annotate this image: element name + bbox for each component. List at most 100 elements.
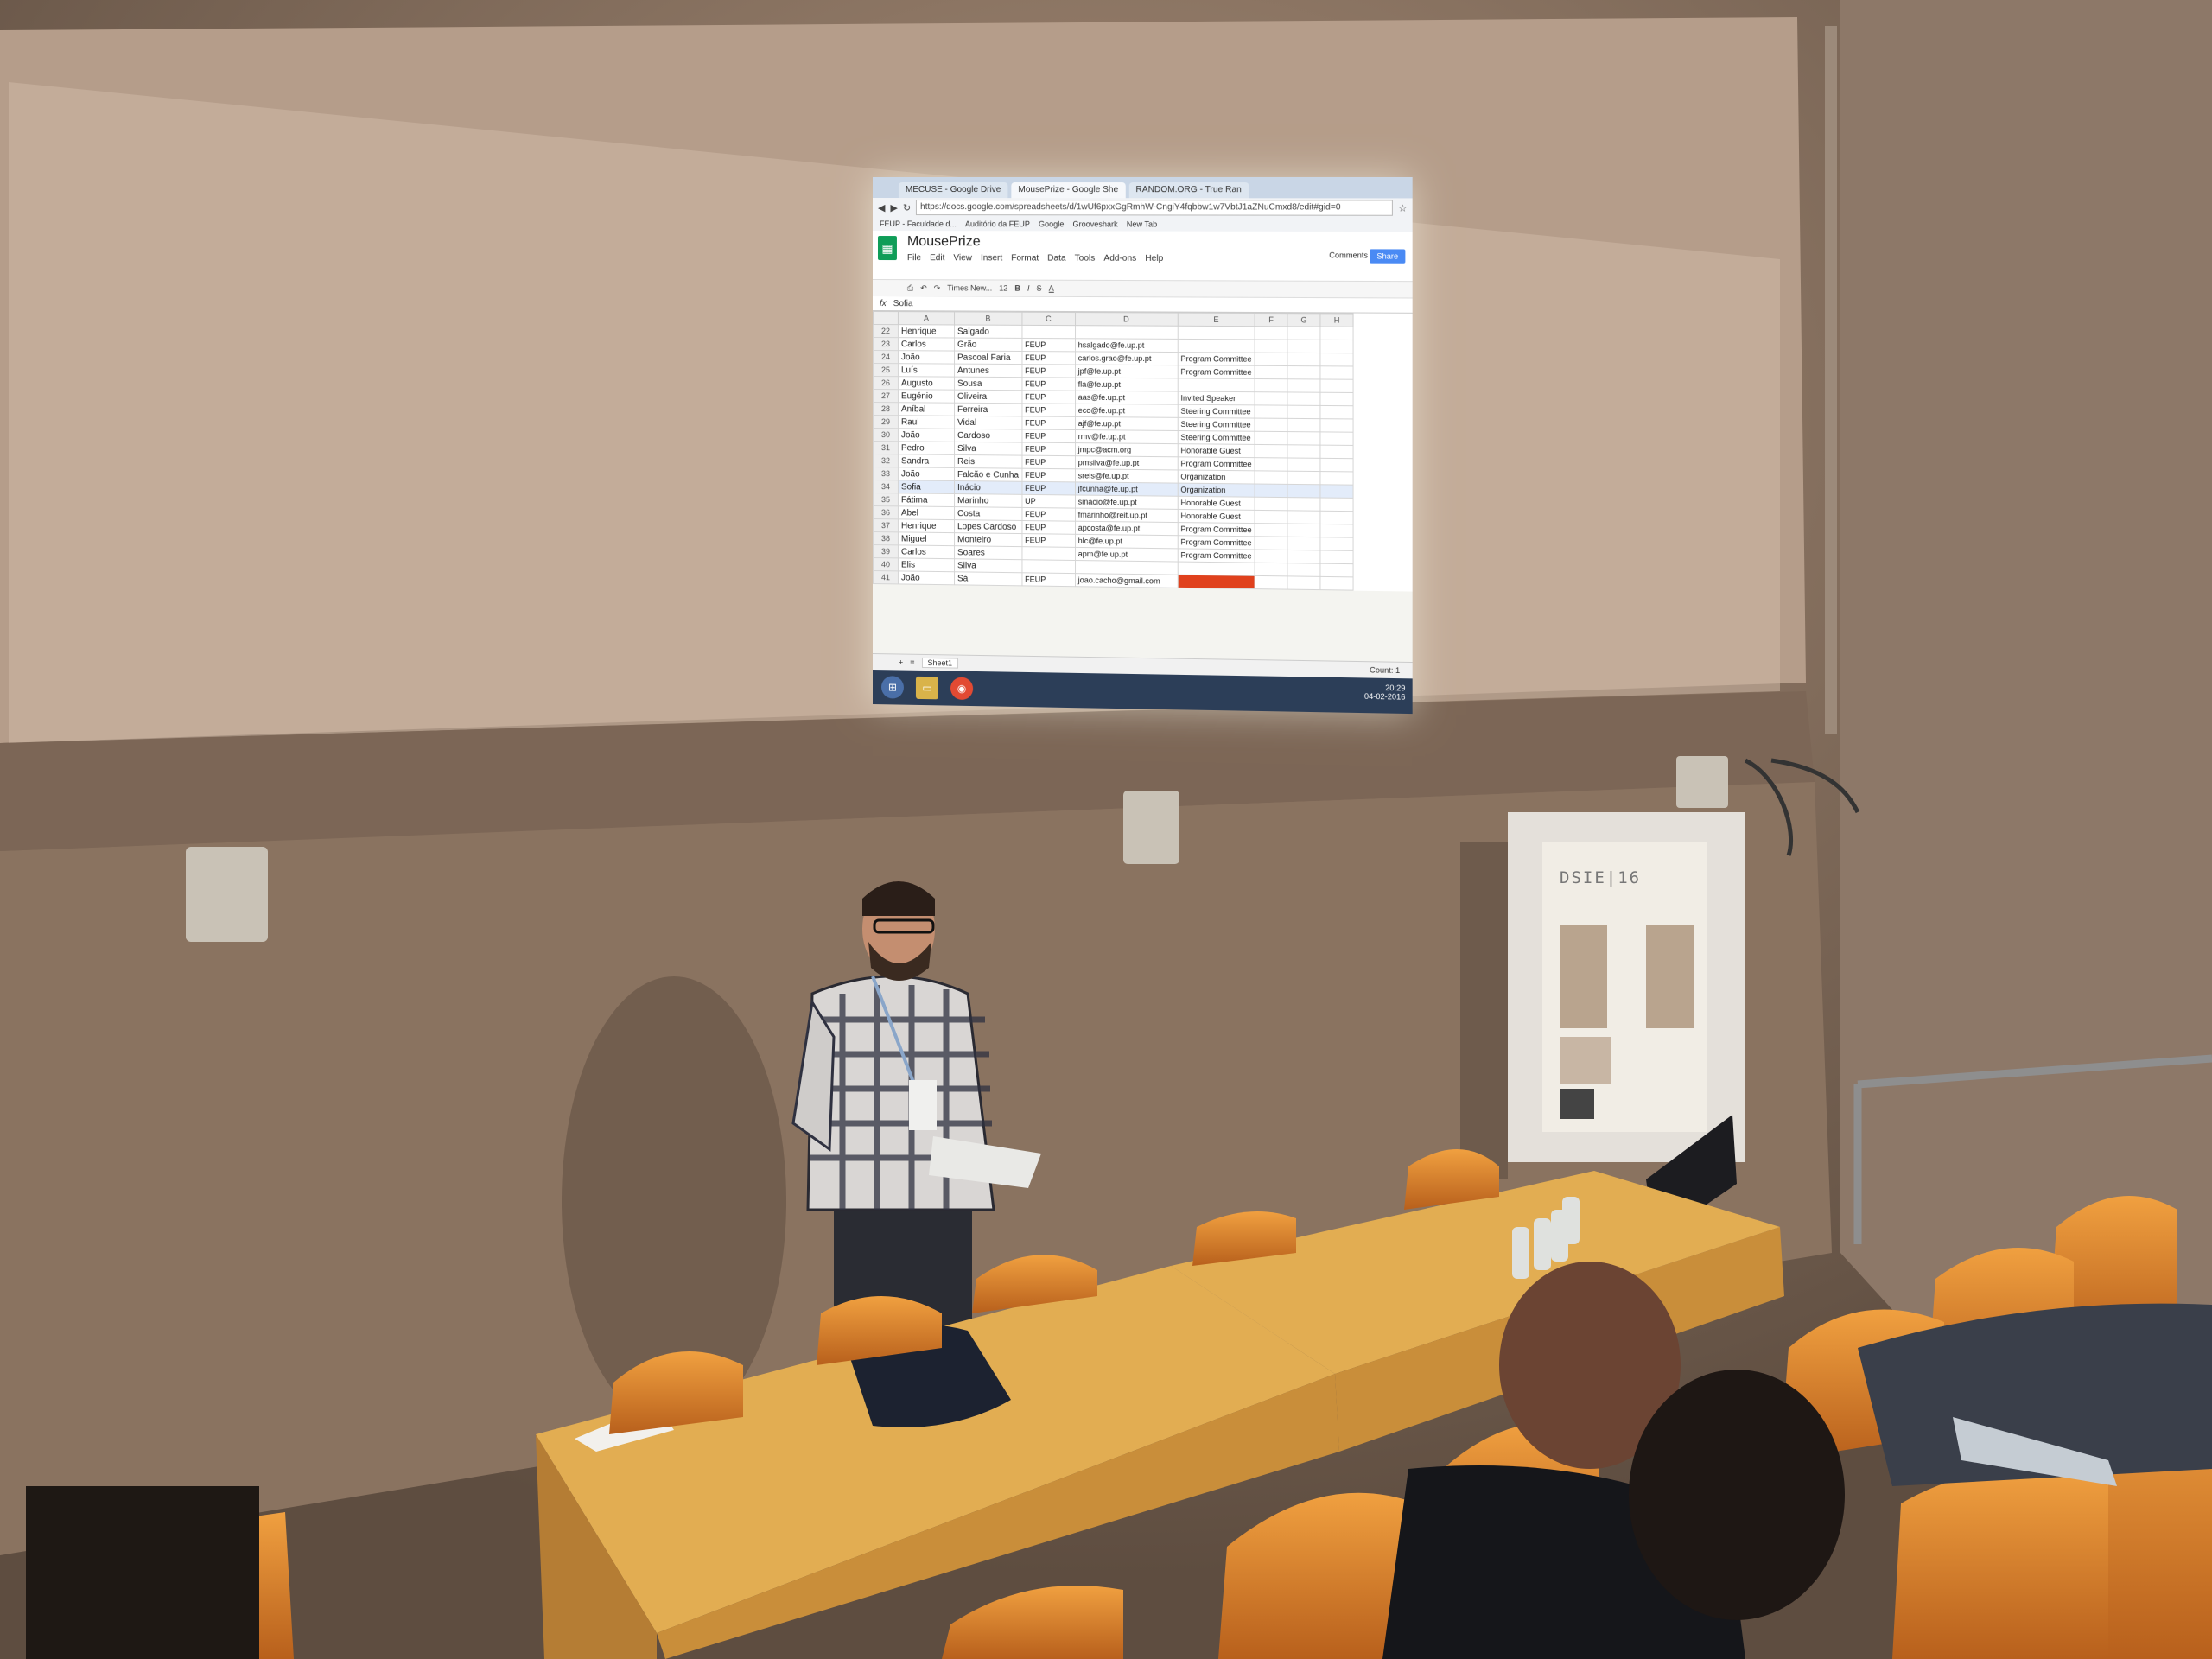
cell-institution[interactable]: FEUP [1022,573,1076,587]
cell-empty[interactable] [1255,537,1287,550]
cell-email[interactable]: apcosta@fe.up.pt [1075,521,1178,536]
bookmark-item[interactable]: Auditório da FEUP [965,219,1030,228]
menu-format[interactable]: Format [1011,253,1039,263]
cell-empty[interactable] [1287,379,1320,392]
cell-role[interactable]: Program Committee [1178,365,1255,379]
cell-empty[interactable] [1255,405,1287,418]
cell-empty[interactable] [1320,472,1353,486]
cell-first-name[interactable]: Carlos [898,338,954,351]
add-sheet-icon[interactable]: + [899,658,903,666]
cell-empty[interactable] [1255,497,1287,511]
sheets-logo-icon[interactable]: ▦ [878,236,897,260]
cell-email[interactable]: eco@fe.up.pt [1075,404,1178,417]
cell-empty[interactable] [1287,327,1320,340]
cell-role[interactable]: Organization [1178,470,1255,484]
row-number[interactable]: 28 [873,403,898,416]
cell-empty[interactable] [1320,524,1353,537]
cell-email[interactable]: hlc@fe.up.pt [1075,534,1178,549]
corner-cell[interactable] [873,312,898,325]
row-number[interactable]: 39 [873,545,898,558]
cell-empty[interactable] [1320,366,1353,379]
cell-institution[interactable]: FEUP [1022,365,1076,378]
menu-help[interactable]: Help [1145,254,1163,264]
row-number[interactable]: 40 [873,558,898,571]
cell-empty[interactable] [1255,471,1287,485]
cell-email[interactable]: pmsilva@fe.up.pt [1075,456,1178,470]
row-number[interactable]: 23 [873,338,898,351]
cell-empty[interactable] [1287,392,1320,405]
cell-empty[interactable] [1255,340,1287,353]
comments-button[interactable]: Comments [1329,251,1368,259]
cell-empty[interactable] [1320,511,1353,524]
row-number[interactable]: 30 [873,429,898,442]
cell-institution[interactable]: FEUP [1022,442,1076,456]
cell-role[interactable] [1178,378,1255,392]
cell-last-name[interactable]: Lopes Cardoso [955,520,1022,534]
cell-institution[interactable]: FEUP [1022,507,1076,521]
cell-last-name[interactable]: Antunes [955,364,1022,378]
row-number[interactable]: 27 [873,390,898,403]
cell-last-name[interactable]: Grão [955,338,1022,351]
cell-role[interactable]: Honorable Guest [1178,496,1255,510]
cell-empty[interactable] [1320,353,1353,366]
cell-empty[interactable] [1287,432,1320,446]
cell-email[interactable]: sreis@fe.up.pt [1075,469,1178,483]
column-header[interactable]: C [1022,312,1076,325]
share-button[interactable]: Share [1370,249,1405,263]
row-number[interactable]: 38 [873,532,898,545]
column-header[interactable]: E [1178,313,1255,327]
cell-institution[interactable]: FEUP [1022,455,1076,469]
font-size-select[interactable]: 12 [999,284,1007,293]
cell-role[interactable]: Organization [1178,483,1255,497]
cell-empty[interactable] [1320,458,1353,472]
cell-empty[interactable] [1287,484,1320,498]
row-number[interactable]: 24 [873,351,898,364]
cell-email[interactable]: jmpc@acm.org [1075,443,1178,457]
cell-empty[interactable] [1287,471,1320,485]
cell-email[interactable]: hsalgado@fe.up.pt [1075,339,1178,353]
cell-empty[interactable] [1255,365,1287,378]
italic-icon[interactable]: I [1027,284,1030,293]
cell-institution[interactable]: FEUP [1022,404,1076,417]
cell-empty[interactable] [1255,458,1287,472]
all-sheets-icon[interactable]: ≡ [910,658,914,667]
bookmark-item[interactable]: Google [1039,219,1064,228]
row-number[interactable]: 31 [873,442,898,454]
cell-empty[interactable] [1320,340,1353,353]
row-number[interactable]: 26 [873,377,898,390]
cell-email[interactable]: rmv@fe.up.pt [1075,429,1178,443]
cell-empty[interactable] [1255,524,1287,537]
cell-role[interactable] [1178,575,1255,588]
row-number[interactable]: 22 [873,325,898,338]
cell-first-name[interactable]: Fátima [898,493,954,507]
cell-institution[interactable]: UP [1022,494,1076,508]
cell-first-name[interactable]: Abel [898,506,954,520]
cell-role[interactable]: Program Committee [1178,536,1255,550]
undo-icon[interactable]: ↶ [920,283,927,293]
cell-first-name[interactable]: Miguel [898,532,954,546]
column-header[interactable]: D [1075,313,1178,327]
column-header[interactable]: H [1320,314,1353,327]
chrome-icon[interactable]: ◉ [950,677,973,701]
row-number[interactable]: 41 [873,571,898,584]
cell-empty[interactable] [1287,353,1320,365]
cell-empty[interactable] [1320,379,1353,392]
cell-institution[interactable]: FEUP [1022,378,1076,391]
cell-empty[interactable] [1287,445,1320,459]
cell-empty[interactable] [1287,366,1320,379]
cell-empty[interactable] [1287,418,1320,432]
cell-first-name[interactable]: João [898,571,954,585]
cell-institution[interactable]: FEUP [1022,429,1076,443]
cell-last-name[interactable]: Silva [955,442,1022,455]
cell-last-name[interactable]: Costa [955,507,1022,521]
cell-role[interactable] [1178,339,1255,353]
cell-empty[interactable] [1320,498,1353,512]
cell-last-name[interactable]: Cardoso [955,429,1022,442]
cell-last-name[interactable]: Soares [955,546,1022,560]
cell-role[interactable]: Honorable Guest [1178,444,1255,458]
bookmark-item[interactable]: Grooveshark [1072,219,1117,228]
document-title[interactable]: MousePrize [907,234,981,250]
redo-icon[interactable]: ↷ [934,283,941,293]
cell-email[interactable]: jpf@fe.up.pt [1075,365,1178,378]
cell-empty[interactable] [1287,405,1320,419]
